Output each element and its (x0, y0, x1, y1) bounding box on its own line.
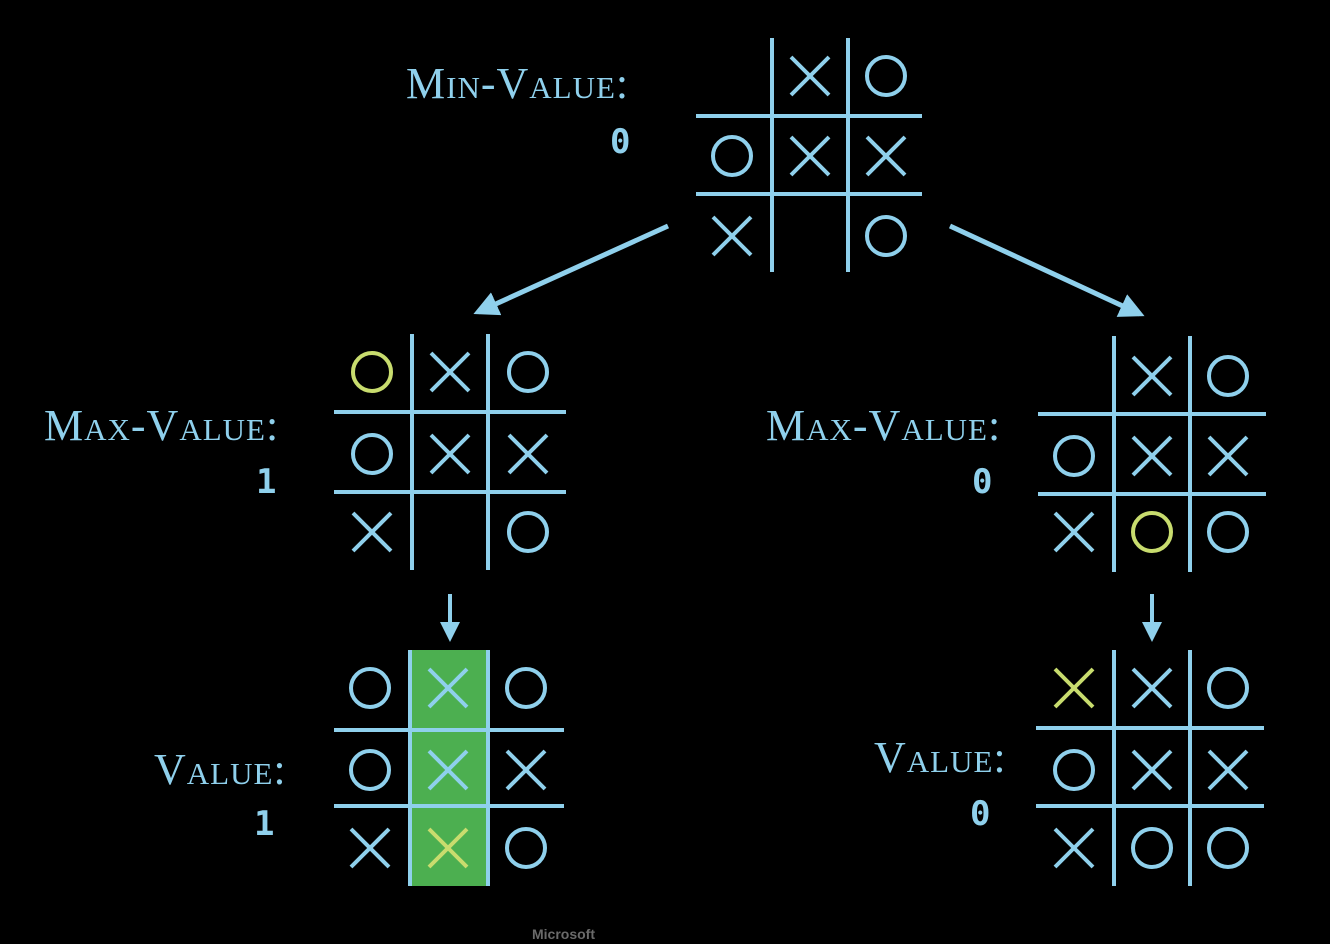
right-leaf-cell-4-x-mark (1131, 749, 1173, 791)
root-cell-2-o-mark (865, 55, 907, 97)
left-child-cell-2-o-mark (507, 351, 549, 393)
root-cell-1-x-mark (789, 55, 831, 97)
right-child-label: Max-Value: (766, 401, 1002, 450)
left-child-cell-8-o-mark (507, 511, 549, 553)
left-child-cell-5-x-mark (507, 433, 549, 475)
left-leaf-value: 1 (254, 804, 275, 844)
right-child-cell-2-o-mark (1207, 355, 1249, 397)
edge-arrow-root-right (948, 223, 1145, 317)
root-board (696, 38, 922, 272)
root-cell-6-x-mark (711, 215, 753, 257)
left-leaf-cell-5-x-mark (505, 749, 547, 791)
root-cell-5-x-mark (865, 135, 907, 177)
right-child-cell-8-o-mark (1207, 511, 1249, 553)
left-child-cell-1-x-mark (429, 351, 471, 393)
left-leaf-board (334, 650, 564, 886)
right-child-value: 0 (972, 462, 993, 502)
right-child-cell-7-o-mark (1131, 511, 1173, 553)
left-child-board (334, 334, 566, 570)
microsoft-watermark: Microsoft (532, 926, 595, 942)
left-child-cell-6-x-mark (351, 511, 393, 553)
right-child-cell-4-x-mark (1131, 435, 1173, 477)
left-leaf-cell-2-o-mark (505, 667, 547, 709)
right-leaf-cell-6-x-mark (1053, 827, 1095, 869)
left-leaf-cell-6-x-mark (349, 827, 391, 869)
left-leaf-cell-8-o-mark (505, 827, 547, 869)
left-leaf-cell-4-x-mark (427, 749, 469, 791)
right-child-cell-3-o-mark (1053, 435, 1095, 477)
left-child-cell-0-o-mark (351, 351, 393, 393)
left-leaf-cell-7-x-mark (427, 827, 469, 869)
left-child-value: 1 (256, 462, 277, 502)
root-value: 0 (610, 122, 631, 162)
root-cell-3-o-mark (711, 135, 753, 177)
right-leaf-cell-7-o-mark (1131, 827, 1173, 869)
right-leaf-cell-2-o-mark (1207, 667, 1249, 709)
right-leaf-cell-5-x-mark (1207, 749, 1249, 791)
right-leaf-label: Value: (874, 733, 1007, 782)
left-leaf-label: Value: (154, 745, 287, 794)
right-leaf-value: 0 (970, 794, 991, 834)
right-child-cell-5-x-mark (1207, 435, 1249, 477)
right-leaf-cell-0-x-mark (1053, 667, 1095, 709)
left-child-cell-4-x-mark (429, 433, 471, 475)
right-leaf-cell-8-o-mark (1207, 827, 1249, 869)
root-cell-4-x-mark (789, 135, 831, 177)
right-leaf-board (1036, 650, 1264, 886)
right-leaf-cell-3-o-mark (1053, 749, 1095, 791)
left-child-label: Max-Value: (44, 401, 280, 450)
right-child-cell-1-x-mark (1131, 355, 1173, 397)
root-label: Min-Value: (406, 59, 630, 108)
right-child-board (1038, 336, 1266, 572)
left-leaf-cell-0-o-mark (349, 667, 391, 709)
left-leaf-cell-1-x-mark (427, 667, 469, 709)
left-leaf-cell-3-o-mark (349, 749, 391, 791)
right-child-cell-6-x-mark (1053, 511, 1095, 553)
root-cell-8-o-mark (865, 215, 907, 257)
right-leaf-cell-1-x-mark (1131, 667, 1173, 709)
left-child-cell-3-o-mark (351, 433, 393, 475)
edge-arrow-root-left (473, 223, 670, 316)
